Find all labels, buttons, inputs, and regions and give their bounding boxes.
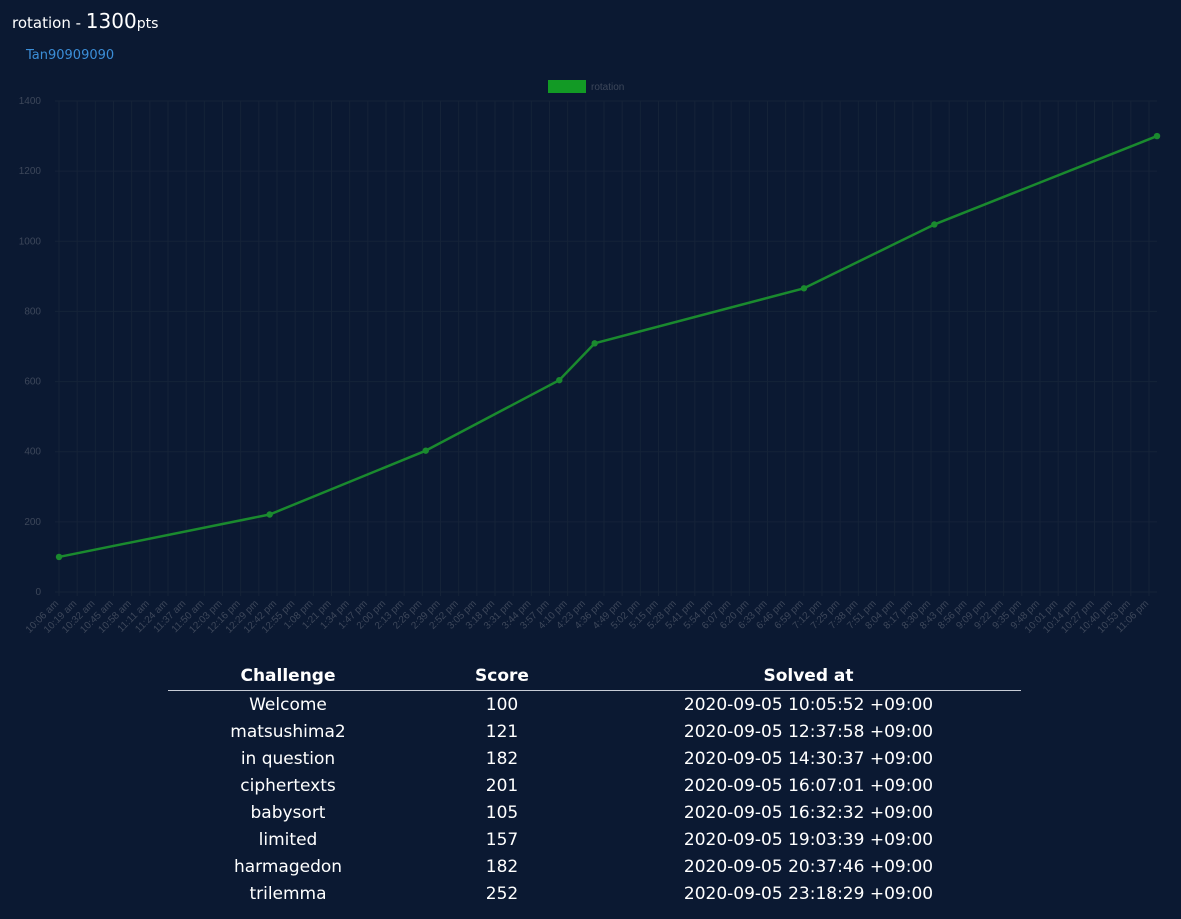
points-unit: pts [136,16,159,32]
data-point [422,447,429,454]
series-line [58,134,1158,559]
cell-score: 100 [485,694,519,715]
page-title: rotation - 1300pts [12,9,158,33]
table-row: matsushima2 121 2020-09-05 12:37:58 +09:… [168,718,1021,745]
points-value: 1300 [85,9,137,33]
y-axis: 0 200 400 600 800 1000 1200 1400 [19,96,42,598]
challenge-name: rotation - [12,14,86,32]
data-point [55,553,63,561]
cell-solved-at: 2020-09-05 20:37:46 +09:00 [683,856,934,877]
y-tick-label: 1200 [19,166,42,177]
cell-solved-at: 2020-09-05 16:32:32 +09:00 [683,802,934,823]
cell-challenge[interactable]: ciphertexts [240,775,336,796]
y-tick-label: 800 [24,306,41,317]
y-tick-label: 600 [24,377,41,388]
cell-solved-at: 2020-09-05 19:03:39 +09:00 [683,829,934,850]
table-header-row: Challenge Score Solved at [168,662,1021,691]
data-point [556,376,563,384]
table-row: in question 182 2020-09-05 14:30:37 +09:… [168,745,1021,772]
cell-challenge[interactable]: limited [258,829,318,850]
cell-solved-at: 2020-09-05 12:37:58 +09:00 [683,721,934,742]
cell-score: 182 [485,856,519,877]
cell-challenge[interactable]: in question [240,748,336,769]
table-row: babysort 105 2020-09-05 16:32:32 +09:00 [168,799,1021,826]
score-chart: 0 200 400 600 800 1000 1200 1400 10:06 am10:19 … [19,80,1161,636]
cell-challenge[interactable]: babysort [250,802,326,823]
data-point [931,221,938,228]
data-point [1153,132,1161,140]
cell-score: 157 [485,829,519,850]
cell-challenge[interactable]: harmagedon [233,856,343,877]
data-point [266,511,273,518]
cell-solved-at: 2020-09-05 14:30:37 +09:00 [683,748,934,769]
y-tick-label: 1000 [19,236,42,247]
cell-challenge[interactable]: matsushima2 [230,721,346,742]
header-solved-at: Solved at [596,662,1021,691]
cell-solved-at: 2020-09-05 10:05:52 +09:00 [683,694,934,715]
y-tick-label: 1400 [19,96,42,107]
header-score: Score [408,662,596,691]
solves-table: Challenge Score Solved at Welcome 100 20… [168,662,1021,907]
table-row: trilemma 252 2020-09-05 23:18:29 +09:00 [168,880,1021,907]
cell-challenge[interactable]: trilemma [249,883,327,904]
table-row: harmagedon 182 2020-09-05 20:37:46 +09:0… [168,853,1021,880]
cell-score: 105 [485,802,519,823]
y-tick-label: 400 [24,447,41,458]
legend-swatch [548,80,586,93]
chart-series [55,132,1161,561]
cell-challenge[interactable]: Welcome [249,694,327,715]
cell-score: 182 [485,748,519,769]
legend-label: rotation [591,82,624,93]
chart-grid [55,100,1157,596]
data-point [591,340,598,347]
cell-solved-at: 2020-09-05 23:18:29 +09:00 [683,883,934,904]
member-link[interactable]: Tan90909090 [26,48,115,63]
cell-score: 252 [485,883,519,904]
cell-score: 121 [485,721,519,742]
header-challenge: Challenge [168,662,408,691]
y-tick-label: 0 [35,587,41,598]
cell-score: 201 [485,775,519,796]
y-tick-label: 200 [24,517,41,528]
cell-solved-at: 2020-09-05 16:07:01 +09:00 [683,775,934,796]
chart-legend: rotation [548,80,624,93]
table-row: limited 157 2020-09-05 19:03:39 +09:00 [168,826,1021,853]
data-point [800,285,808,292]
table-row: Welcome 100 2020-09-05 10:05:52 +09:00 [168,691,1021,719]
table-row: ciphertexts 201 2020-09-05 16:07:01 +09:… [168,772,1021,799]
